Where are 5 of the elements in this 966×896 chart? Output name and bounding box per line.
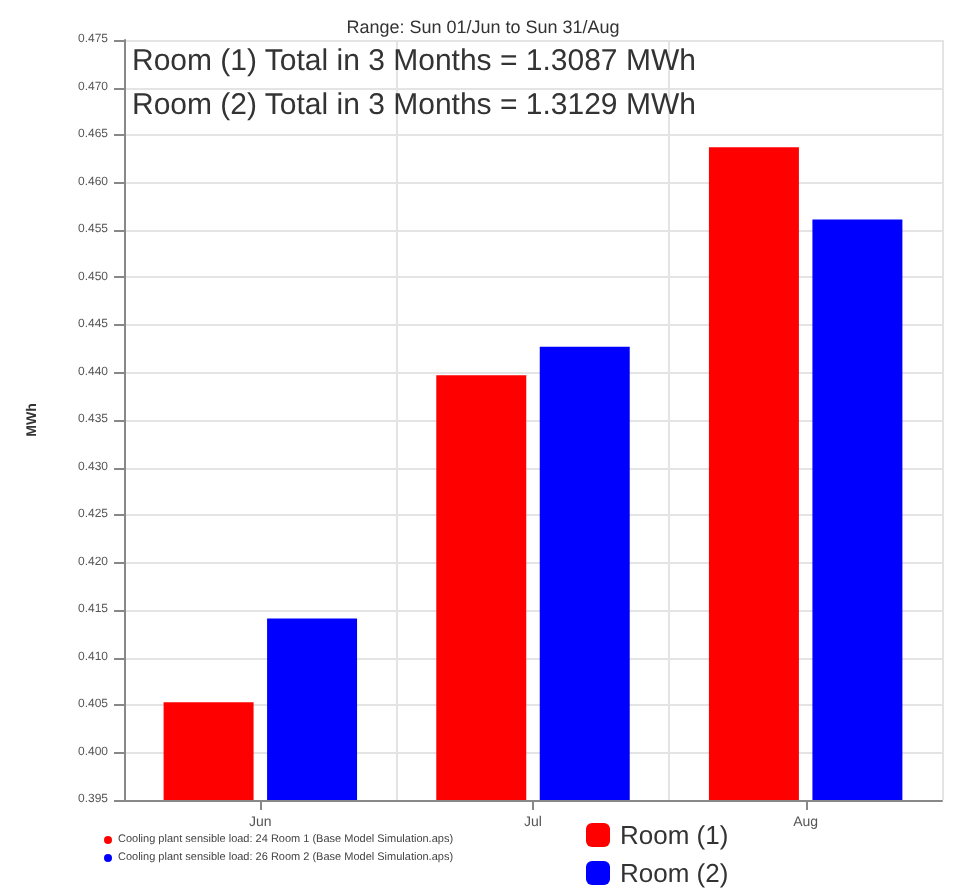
chart-title: Range: Sun 01/Jun to Sun 31/Aug [346, 17, 620, 37]
annotation: Room (1) Total in 3 Months = 1.3087 MWh [132, 44, 696, 78]
annotation: Room (2) Total in 3 Months = 1.3129 MWh [132, 88, 696, 122]
legend-label: Room (2) [620, 858, 729, 888]
legend-label: Room (1) [620, 820, 729, 850]
